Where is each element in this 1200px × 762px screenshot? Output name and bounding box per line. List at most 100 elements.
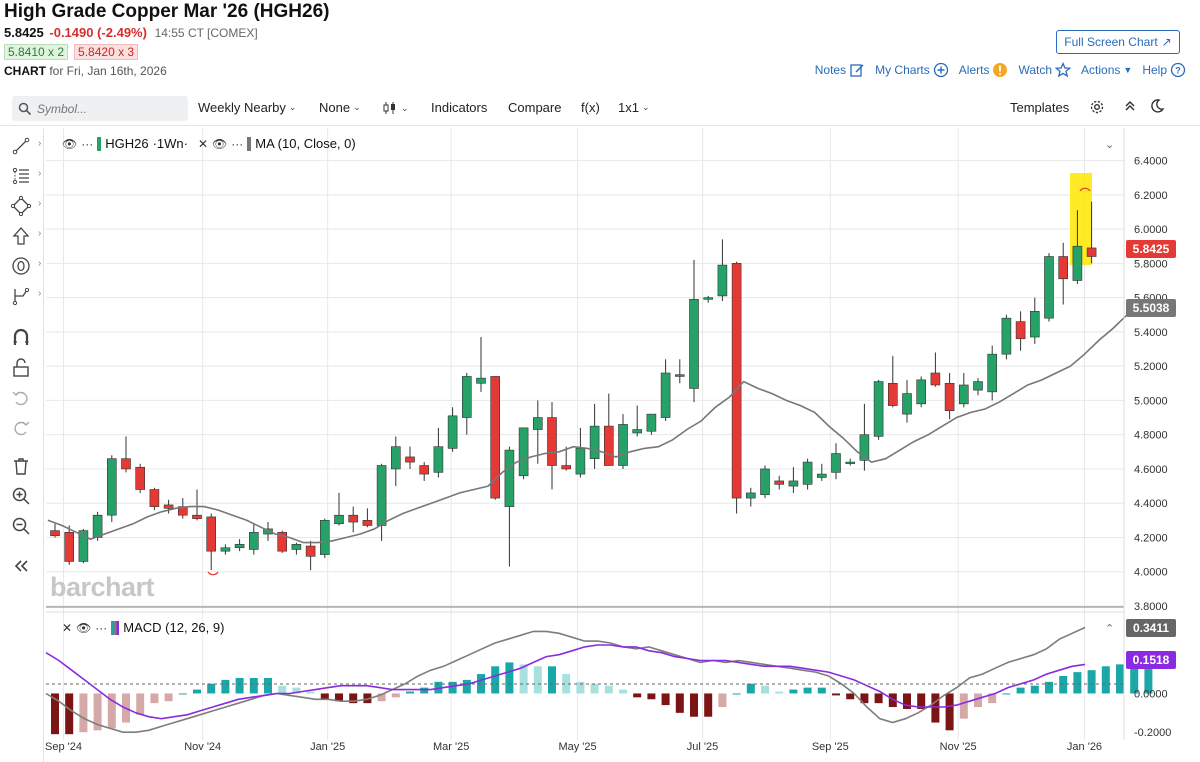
x-tick-label: Sep '24 [45, 741, 82, 753]
settings-button[interactable] [1089, 99, 1105, 115]
undo-button[interactable] [10, 386, 38, 410]
price-change: -0.1490 (-2.49%) [49, 25, 147, 40]
my-charts-link[interactable]: My Charts [875, 62, 949, 78]
macd-histogram-bar [292, 687, 301, 694]
actions-menu[interactable]: Actions ▼ [1081, 63, 1132, 77]
magnet-tool[interactable] [10, 326, 38, 350]
candle-body [802, 461, 813, 485]
macd-histogram-bar [931, 693, 940, 723]
macd-histogram-bar [406, 691, 414, 694]
candle-body [1030, 311, 1040, 338]
lock-tool[interactable] [10, 356, 38, 380]
macd-histogram-bar [562, 674, 571, 694]
chevron-right-icon: › [38, 168, 42, 179]
y-tick-label: 3.8000 [1134, 601, 1168, 613]
macd-histogram-bar [1002, 693, 1011, 695]
eye-icon[interactable]: 👁 [76, 620, 92, 635]
top-links: Notes My Charts Alerts Watch Actions ▼ H… [815, 62, 1186, 78]
macd-histogram-bar [1116, 664, 1124, 694]
macd-histogram-bar [1101, 666, 1110, 694]
candle-body [561, 465, 572, 470]
macd-histogram-bar [1144, 656, 1153, 694]
arrow-tool[interactable]: › [10, 224, 42, 248]
indicators-button[interactable]: Indicators [431, 100, 488, 115]
candle-body [419, 465, 430, 475]
macd-histogram-bar [519, 664, 528, 694]
comparison-dropdown[interactable]: None ⌄ [319, 100, 361, 115]
macd-histogram-bar [1087, 670, 1096, 694]
collapse-toolbar-button[interactable] [1122, 98, 1138, 114]
layout-dropdown[interactable]: 1x1 ⌄ [618, 100, 650, 115]
gear-icon [1090, 100, 1104, 114]
close-icon[interactable]: ✕ [62, 620, 73, 635]
macd-histogram-bar [732, 693, 741, 695]
compare-button[interactable]: Compare [508, 100, 562, 115]
candle-body [92, 514, 103, 538]
delete-drawings-button[interactable] [10, 454, 38, 478]
chevron-right-icon: › [38, 288, 42, 299]
symbol-input[interactable] [37, 101, 177, 116]
function-button[interactable]: f(x) [581, 100, 600, 115]
candle-body [107, 458, 117, 516]
circle-annotation-icon [12, 257, 30, 275]
candle-body [987, 353, 998, 393]
chevron-right-icon: › [38, 228, 42, 239]
alert-badge-icon [993, 63, 1008, 77]
help-link[interactable]: Help ? [1142, 62, 1186, 78]
moving-average-line [47, 314, 1128, 544]
zoom-in-button[interactable] [10, 484, 38, 508]
magnet-icon [13, 328, 29, 345]
y-tick-label: 4.4000 [1134, 498, 1168, 510]
trendline-tool[interactable]: › [10, 134, 41, 158]
help-icon: ? [1170, 62, 1186, 78]
edit-icon [850, 64, 864, 77]
dark-mode-toggle[interactable] [1149, 98, 1165, 114]
eye-icon[interactable]: 👁 [212, 136, 228, 151]
period-dropdown[interactable]: Weekly Nearby ⌄ [198, 100, 296, 115]
candle-body [788, 480, 799, 487]
annotation-tool[interactable]: › [10, 254, 41, 278]
macd-histogram-bar [462, 679, 471, 694]
ma-color-swatch [247, 136, 252, 151]
candle-body [1058, 256, 1068, 280]
y-tick-label: 5.0000 [1134, 395, 1168, 407]
candle-body [859, 434, 870, 461]
more-icon[interactable]: ··· [81, 136, 94, 151]
candle-body [717, 264, 728, 297]
more-icon[interactable]: ··· [95, 620, 108, 635]
chevron-up-icon[interactable]: ⌃ [1105, 623, 1115, 635]
templates-button[interactable]: Templates [1010, 100, 1070, 115]
arrow-up-icon [12, 227, 30, 245]
notes-link[interactable]: Notes [815, 62, 865, 78]
alerts-link[interactable]: Alerts [959, 62, 1009, 78]
macd-histogram-bar [420, 687, 429, 694]
chevron-down-icon[interactable]: ⌄ [1105, 139, 1115, 151]
macd-histogram-bar [718, 693, 727, 708]
last-price-tag: 5.8425 [1126, 240, 1176, 258]
macd-histogram-bar [306, 691, 315, 694]
candle-body [589, 425, 600, 459]
watch-link[interactable]: Watch [1018, 62, 1072, 78]
close-icon[interactable]: ✕ [197, 136, 209, 151]
symbol-search[interactable] [12, 96, 188, 121]
candle-body [390, 446, 401, 470]
candle-body [149, 489, 160, 507]
full-screen-chart-button[interactable]: Full Screen Chart ↗ [1056, 30, 1180, 54]
more-icon[interactable]: ··· [231, 136, 244, 151]
chart-type-dropdown[interactable]: ⌄ [382, 100, 409, 116]
double-chevron-left-icon [14, 560, 28, 572]
fib-tool[interactable]: › [10, 164, 42, 188]
shape-tool[interactable]: › [10, 194, 41, 218]
zoom-out-button[interactable] [10, 514, 38, 538]
legend-interval: ·1Wn· [152, 136, 188, 151]
macd-histogram-bar [505, 662, 514, 694]
redo-button[interactable] [10, 416, 38, 440]
collapse-sidebar-button[interactable] [10, 554, 38, 578]
macd-histogram-bar [65, 693, 74, 735]
macd-histogram-bar [917, 693, 926, 709]
chevron-down-icon: ⌄ [288, 102, 297, 112]
measure-tool[interactable]: › [10, 284, 42, 308]
candle-body [50, 530, 60, 537]
eye-icon[interactable]: 👁 [62, 136, 78, 151]
